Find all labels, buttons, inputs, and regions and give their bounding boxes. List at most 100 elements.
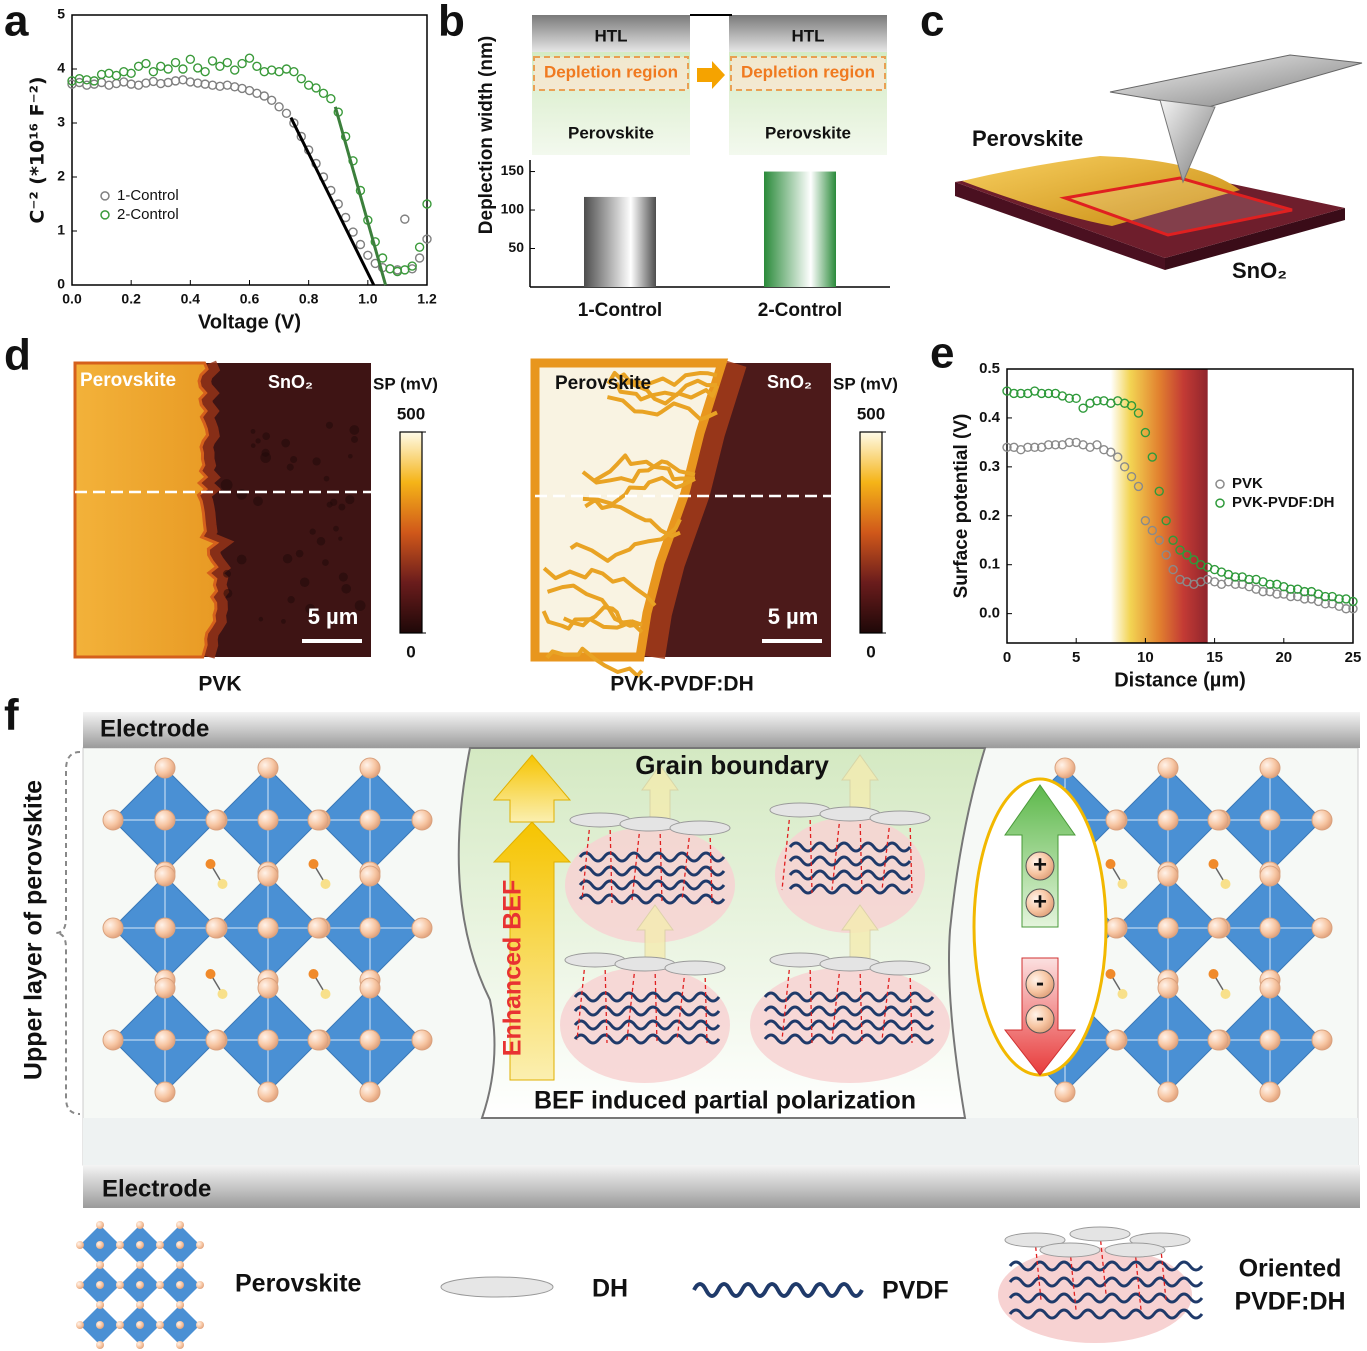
data-point: [230, 82, 240, 92]
molecule-atom: [1117, 879, 1128, 889]
pvdf-chain: [1008, 1276, 1204, 1288]
pvdf-chain: [573, 1005, 721, 1017]
fractal-branch: [584, 497, 681, 539]
pvdf-chain: [763, 1005, 935, 1017]
atom: [257, 757, 279, 779]
dh-molecule: [1069, 1226, 1131, 1242]
data-point: [289, 66, 299, 77]
speckle: [290, 455, 298, 464]
data-point: [207, 80, 218, 90]
h-bond: [604, 962, 608, 1044]
atom: [176, 1341, 184, 1349]
speckle: [305, 603, 316, 614]
h-bond: [909, 820, 913, 894]
atom: [116, 1281, 124, 1289]
atom: [76, 1321, 84, 1329]
x-tick-label: 25: [1345, 649, 1362, 666]
atom: [96, 1261, 104, 1269]
atom: [116, 1241, 124, 1249]
pvdf-domain: [998, 1247, 1192, 1343]
charge: -: [1036, 1004, 1044, 1031]
pvdf-chain: [1008, 1308, 1204, 1320]
atom: [156, 1281, 164, 1289]
x-tick-label: 0.0: [62, 291, 82, 307]
data-point: [156, 78, 166, 89]
panel-label: a: [4, 0, 29, 46]
molecule-atom: [1220, 879, 1231, 889]
perovskite-label: Perovskite: [765, 123, 851, 142]
atom: [359, 865, 381, 887]
x-tick-label: 0: [1003, 649, 1011, 666]
data-point: [1168, 535, 1178, 545]
atom: [136, 1261, 144, 1269]
colorbar-tick-label: 0: [406, 642, 415, 661]
molecule-atom: [1105, 969, 1116, 979]
molecule-atom: [308, 969, 319, 979]
y-tick-label: 50: [508, 239, 524, 255]
speckle: [341, 583, 352, 594]
data-point: [1064, 393, 1074, 404]
speckle: [309, 528, 316, 535]
dh-icon: [440, 1276, 554, 1298]
speckle: [323, 475, 330, 482]
legend-marker: [1215, 498, 1225, 508]
electrode: [83, 712, 1360, 748]
data-point: [1092, 396, 1102, 406]
atom: [176, 1301, 184, 1309]
data-point: [1133, 408, 1144, 418]
legend-label: 2-Control: [117, 206, 179, 223]
y-tick-label: 3: [57, 114, 65, 130]
x-tick-label: 0.4: [181, 291, 201, 307]
data-point: [407, 261, 417, 271]
data-point: [281, 108, 292, 118]
speckle: [282, 553, 293, 564]
h-bond: [681, 830, 691, 901]
speckle: [351, 435, 358, 443]
atom: [154, 1081, 176, 1103]
data-point: [193, 63, 203, 73]
atom: [1054, 757, 1076, 779]
atom: [1207, 917, 1229, 939]
h-bond: [881, 820, 891, 891]
h-bond: [704, 970, 708, 1044]
y-tick-label: 0.4: [979, 409, 1001, 426]
htl-label: HTL: [791, 26, 824, 45]
data-point: [1126, 471, 1137, 482]
map-label: Perovskite: [555, 373, 651, 394]
speckle: [299, 577, 310, 587]
h-bond: [1034, 1239, 1042, 1301]
y-axis-label: Deplection width (nm): [476, 36, 497, 234]
dh-molecule: [869, 960, 931, 976]
atom: [102, 917, 124, 939]
label: Grain boundary: [635, 750, 829, 780]
h-bond: [859, 816, 863, 894]
atom: [411, 1029, 433, 1051]
boundary-band: [196, 360, 235, 659]
atom: [102, 1029, 124, 1051]
data-point: [318, 88, 329, 99]
tip: [1159, 99, 1216, 184]
atom: [359, 1081, 381, 1103]
atom: [1259, 1081, 1281, 1103]
data-point: [1182, 550, 1192, 560]
speckle: [262, 432, 271, 441]
data-point: [1133, 481, 1144, 492]
electrode-label: Electrode: [102, 1175, 211, 1202]
data-point: [422, 199, 432, 209]
legend-label: Oriented: [1239, 1255, 1342, 1283]
atom: [257, 809, 279, 831]
legend-label: 1-Control: [117, 187, 179, 204]
charge: +: [1033, 888, 1047, 915]
data-point: [96, 69, 107, 80]
pvdf-chain: [573, 991, 721, 1003]
data-point: [215, 81, 225, 91]
speckle: [338, 536, 343, 541]
data-point: [422, 234, 432, 244]
depletion-box: [730, 56, 886, 91]
data-point: [1168, 564, 1178, 575]
fractal-branch: [541, 610, 643, 631]
y-axis-label: C⁻² (*10¹⁶ F⁻²): [27, 76, 49, 223]
atom: [257, 1081, 279, 1103]
atom: [205, 917, 227, 939]
data-point: [355, 239, 366, 250]
